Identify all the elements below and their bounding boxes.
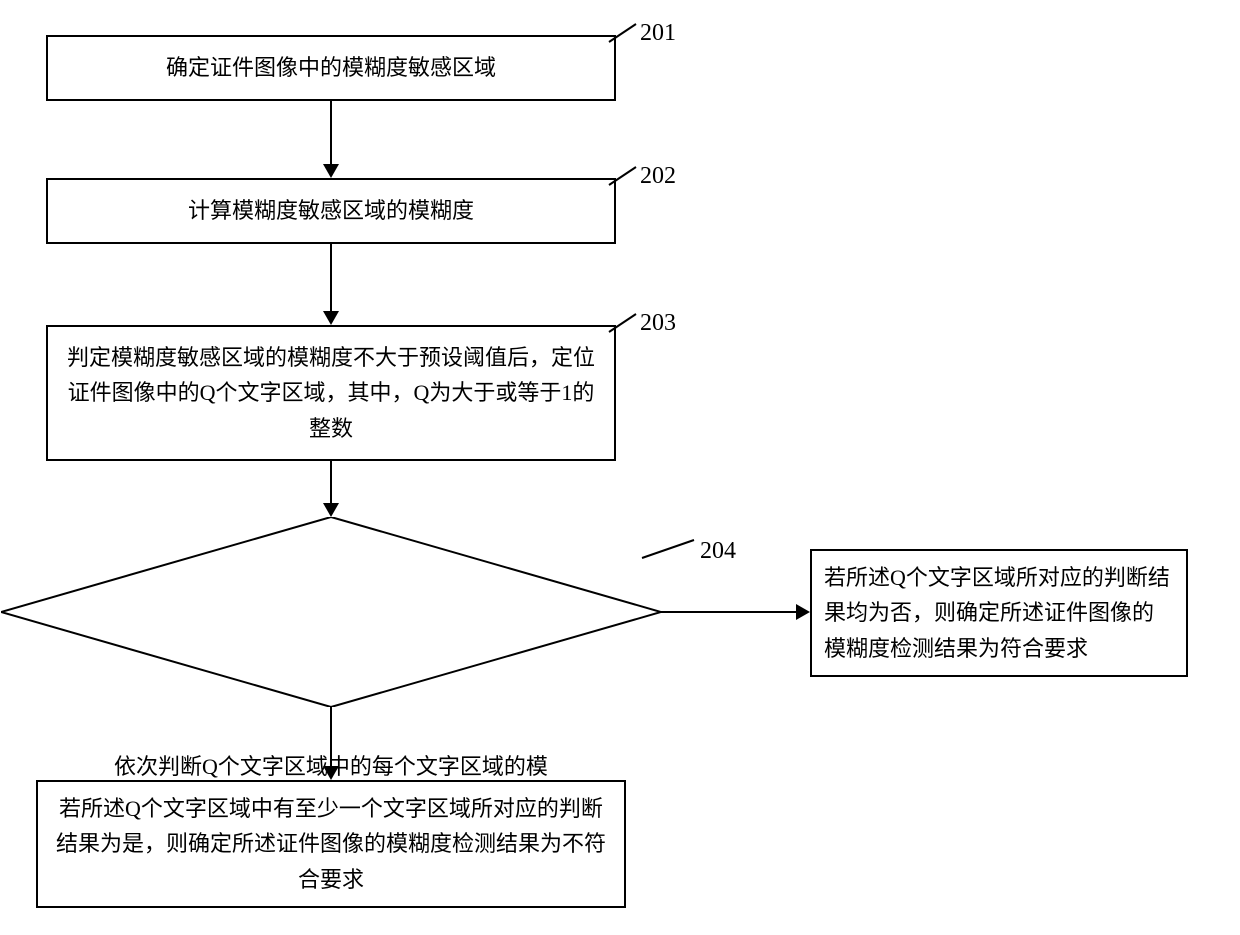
arrows-layer — [0, 0, 1240, 935]
